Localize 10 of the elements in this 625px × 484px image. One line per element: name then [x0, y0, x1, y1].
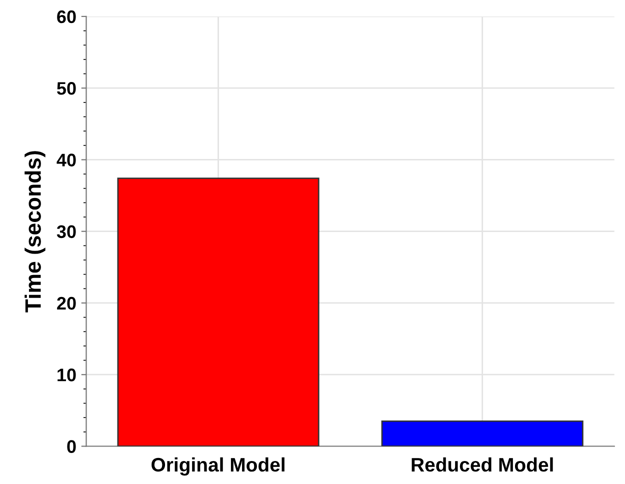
y-tick-label: 0 — [67, 440, 76, 453]
y-axis-title: Time (seconds) — [24, 151, 46, 312]
y-tick-label: 60 — [57, 10, 76, 24]
y-tick-label: 40 — [56, 154, 76, 166]
y-tick-label: 20 — [57, 296, 76, 310]
y-tick-label: 30 — [56, 225, 76, 238]
y-tick-label: 10 — [58, 368, 76, 382]
y-tick-label: 50 — [57, 82, 76, 95]
x-tick-label: Reduced Model — [412, 457, 553, 472]
x-tick-label: Original Model — [152, 457, 284, 476]
